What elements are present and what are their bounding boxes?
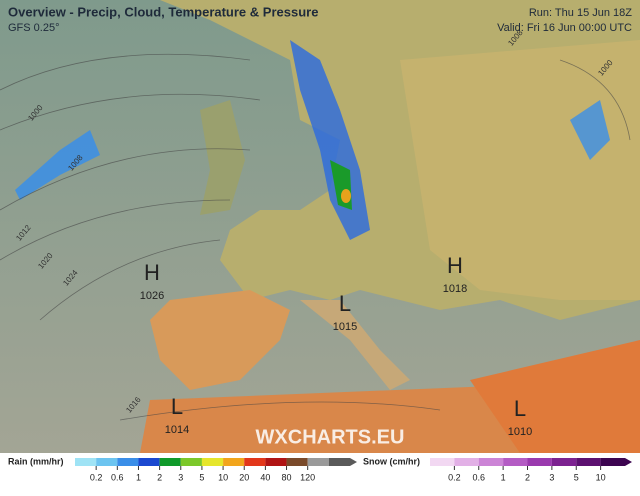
snow-title: Snow (cm/hr) (363, 456, 420, 466)
title: Overview - Precip, Cloud, Temperature & … (8, 4, 318, 19)
legend-arrow (350, 458, 357, 466)
legend-tick-label: 1 (136, 472, 141, 482)
watermark: WXCHARTS.EU (256, 426, 405, 448)
legend-swatch (600, 458, 625, 466)
rain-band (570, 100, 610, 160)
legend-tick-label: 80 (282, 472, 292, 482)
legend-swatch (478, 458, 504, 466)
pressure-center-value: 1015 (333, 321, 357, 333)
italy (300, 300, 410, 390)
rain-band (15, 130, 100, 200)
legend-swatch (503, 458, 528, 466)
legend-swatch (430, 458, 455, 466)
legend-swatch (551, 458, 577, 466)
legend-swatch (527, 458, 552, 466)
pressure-center-value: 1026 (140, 290, 164, 302)
legend-tick-label: 10 (218, 472, 228, 482)
pressure-center-label: H (144, 260, 160, 285)
legend-tick-label: 0.6 (111, 472, 124, 482)
pressure-center-label: H (447, 253, 463, 278)
legend-tick-label: 5 (199, 472, 204, 482)
isobars (0, 53, 631, 421)
rain-core (341, 189, 351, 203)
legend-tick-label: 0.6 (472, 472, 485, 482)
pressure-center-value: 1010 (508, 426, 532, 438)
legend-tick-label: 20 (239, 472, 249, 482)
legend-swatch (138, 458, 160, 466)
legend-tick-label: 3 (178, 472, 183, 482)
legend-arrow (625, 458, 632, 466)
model: GFS 0.25° (8, 22, 59, 34)
legend-tick-label: 0.2 (448, 472, 461, 482)
legend-swatch (265, 458, 287, 466)
legend-swatch (223, 458, 245, 466)
pressure-center-label: L (171, 394, 183, 419)
pressure-center-label: L (514, 396, 526, 421)
legend-swatch (117, 458, 139, 466)
legend-swatch (201, 458, 224, 466)
valid: Valid: Fri 16 Jun 00:00 UTC (497, 22, 632, 34)
british-isles (200, 100, 245, 215)
legend-swatch (180, 458, 202, 466)
middle-east (470, 340, 640, 453)
legend-tick-label: 3 (549, 472, 554, 482)
legend-swatch (286, 458, 308, 466)
legend-swatch (454, 458, 479, 466)
legend-swatch (307, 458, 329, 466)
legend-tick-label: 10 (596, 472, 606, 482)
legend-swatch (75, 458, 97, 466)
pressure-center-value: 1014 (165, 424, 189, 436)
legend-swatch (244, 458, 266, 466)
legend-tick-label: 0.2 (90, 472, 103, 482)
legend-swatch (159, 458, 181, 466)
legend-tick-label: 120 (300, 472, 315, 482)
legend-tick-label: 5 (574, 472, 579, 482)
legend-tick-label: 40 (260, 472, 270, 482)
pressure-center-value: 1018 (443, 283, 467, 295)
legend-swatch (576, 458, 601, 466)
rain-title: Rain (mm/hr) (8, 456, 64, 466)
run: Run: Thu 15 Jun 18Z (529, 7, 632, 19)
pressure-center-label: L (339, 291, 351, 316)
land-east (400, 40, 640, 300)
legend-tick-label: 1 (501, 472, 506, 482)
legend-tick-label: 2 (525, 472, 530, 482)
legend-tick-label: 2 (157, 472, 162, 482)
iberia (150, 290, 290, 390)
legend-swatch (328, 458, 350, 466)
legend-swatch (96, 458, 118, 466)
